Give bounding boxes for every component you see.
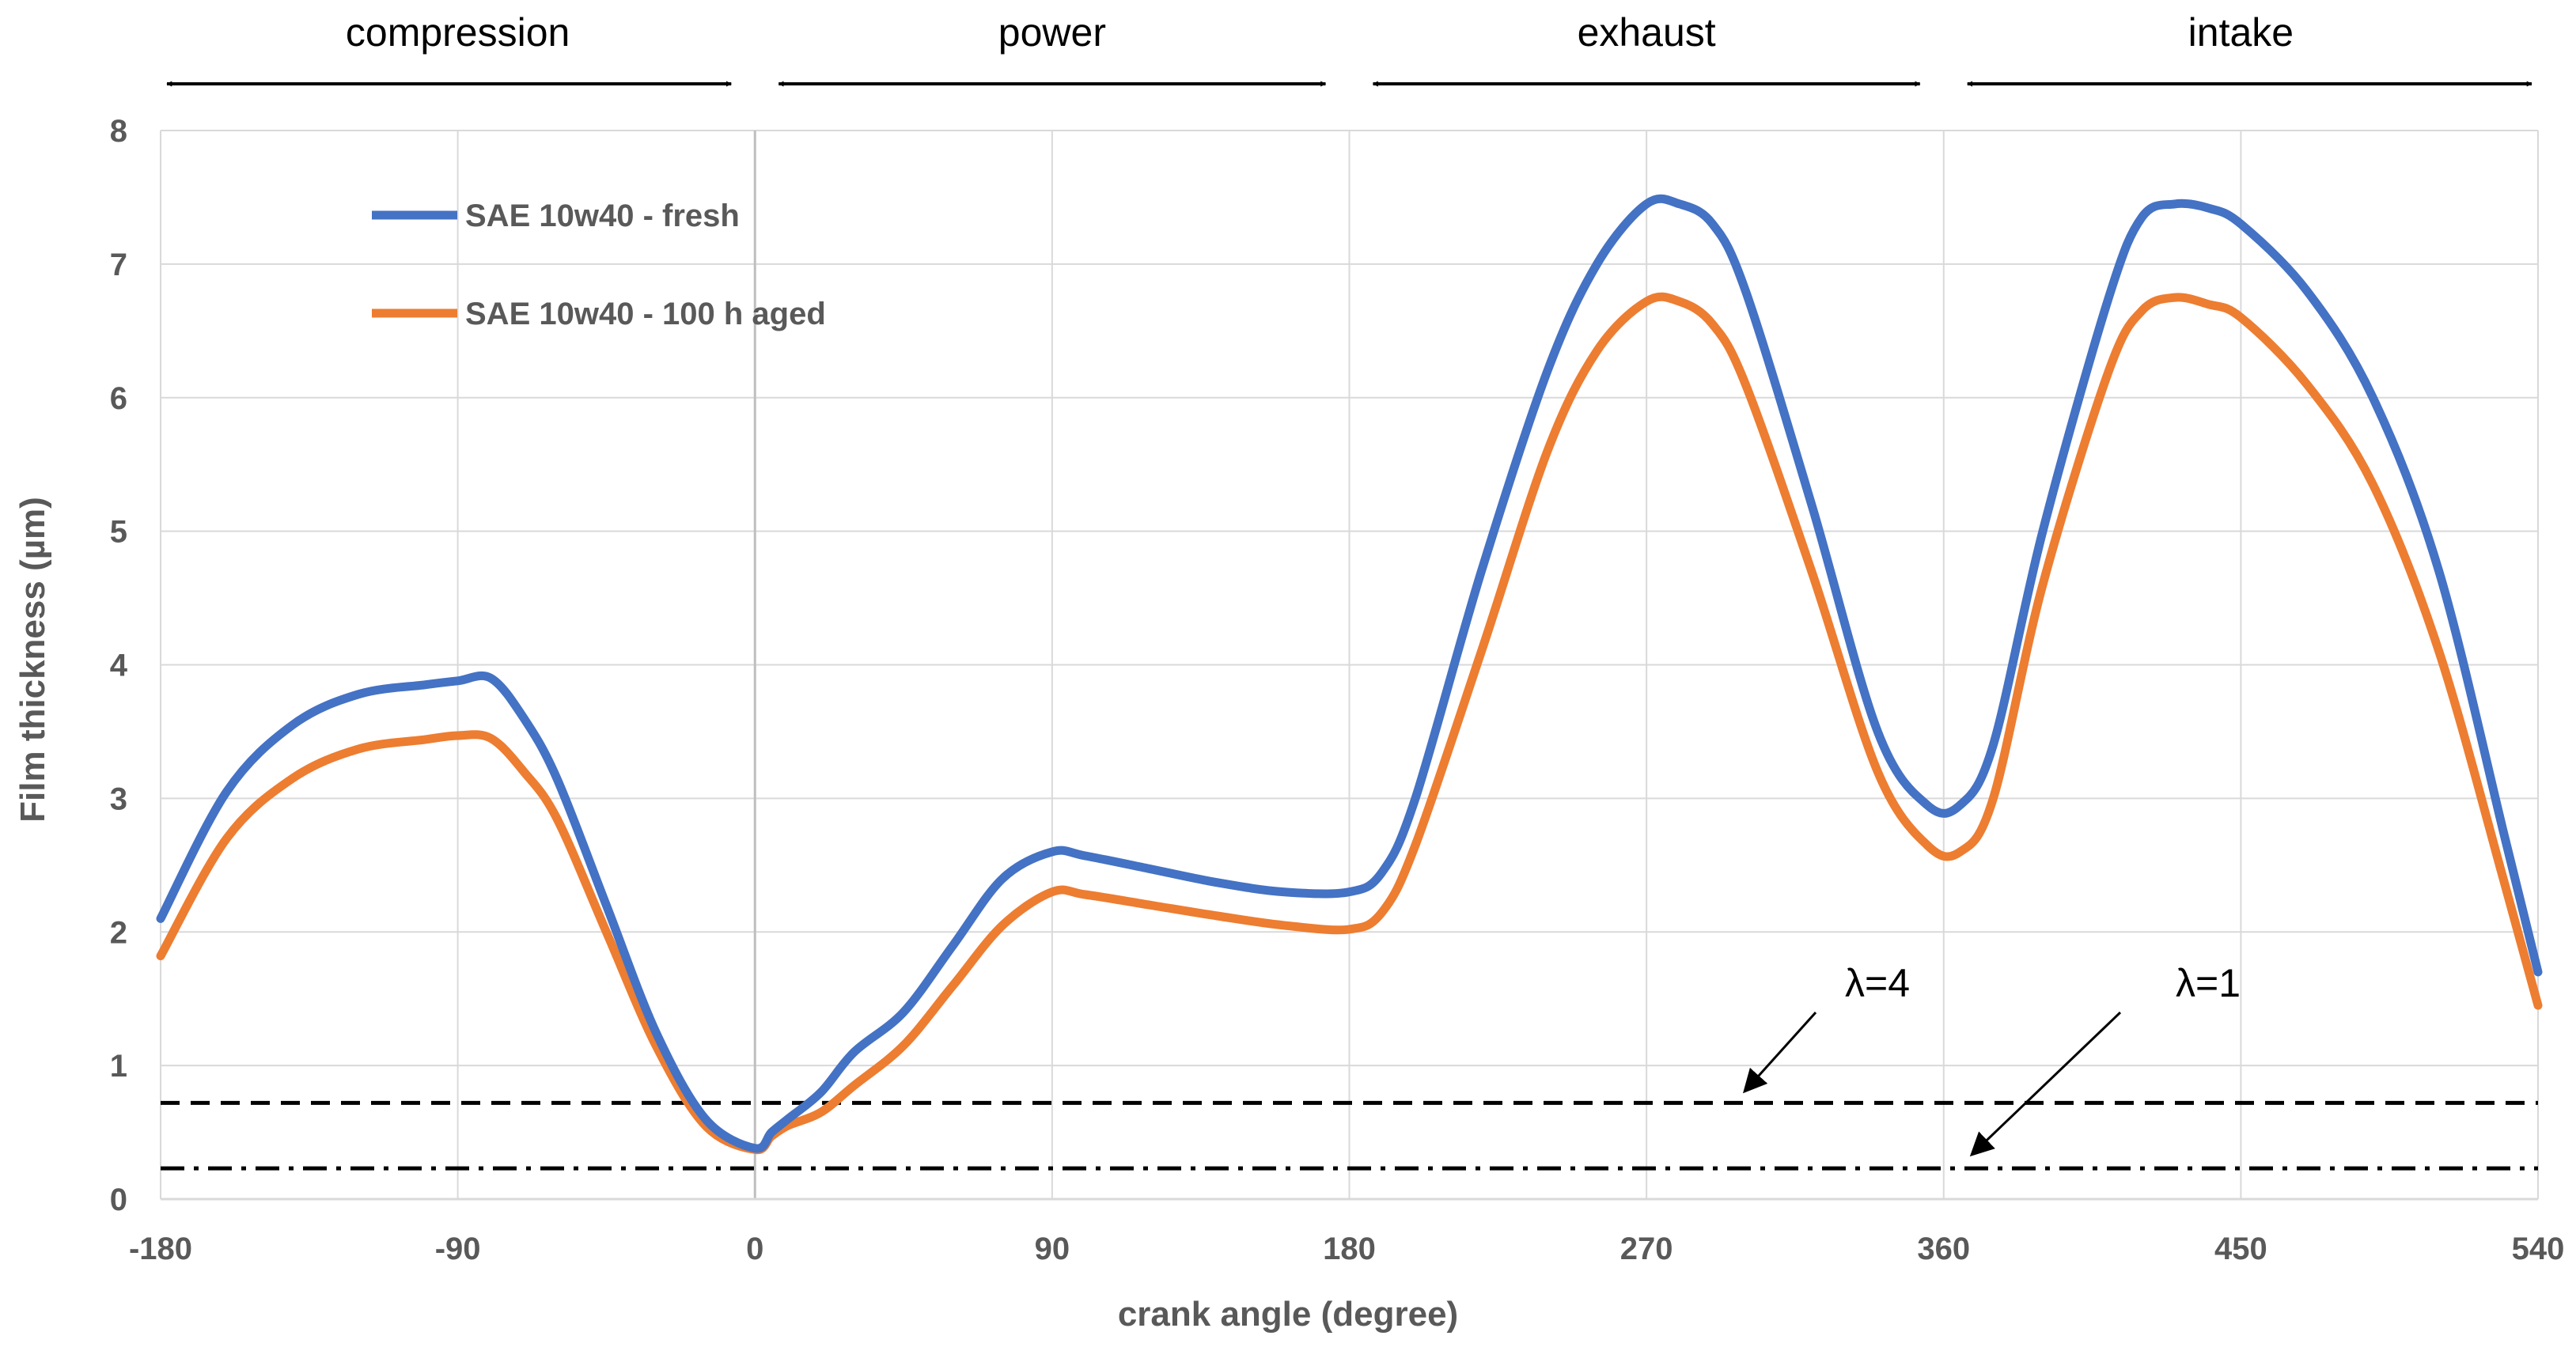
y-tick-label: 5 (110, 515, 127, 550)
lambda-label: λ=1 (2176, 961, 2241, 1005)
phase-label: compression (346, 10, 570, 55)
y-tick-label: 3 (110, 781, 127, 816)
legend-label: SAE 10w40 - 100 h aged (465, 297, 826, 331)
y-axis-title: Film thickness (µm) (13, 497, 52, 823)
x-tick-label: 90 (1035, 1232, 1070, 1266)
lambda-arrow (1969, 1011, 2122, 1157)
x-tick-label: -180 (129, 1232, 192, 1266)
y-tick-label: 7 (110, 248, 127, 282)
x-tick-label: 270 (1620, 1232, 1673, 1266)
reference-lines (161, 1100, 2538, 1171)
x-tick-label: 360 (1917, 1232, 1970, 1266)
x-tick-label: -90 (435, 1232, 481, 1266)
axes: 0 1 2 3 4 5 6 7 8 -180 -90 0 90 180 270 360 450 540 (110, 114, 2565, 1266)
x-tick-label: 450 (2214, 1232, 2267, 1266)
y-tick-label: 0 (110, 1182, 127, 1217)
phase-label: power (998, 10, 1106, 55)
x-tick-label: 180 (1323, 1232, 1376, 1266)
lambda-arrow (1742, 1011, 1817, 1094)
series-line (156, 292, 2543, 1155)
y-tick-label: 2 (110, 915, 127, 950)
y-tick-label: 8 (110, 114, 127, 149)
x-tick-label: 540 (2512, 1232, 2565, 1266)
x-axis-title: crank angle (degree) (1118, 1295, 1458, 1334)
phase-arrows: compression power exhaust intake (166, 10, 2532, 87)
phase-label: intake (2188, 10, 2294, 55)
series-line (156, 194, 2543, 1153)
series (156, 194, 2543, 1155)
legend: SAE 10w40 - fresh SAE 10w40 - 100 h aged (372, 199, 826, 331)
phase-label: exhaust (1578, 10, 1716, 55)
annotations: λ=4 λ=1 (1742, 961, 2241, 1157)
y-tick-label: 6 (110, 381, 127, 416)
x-tick-label: 0 (746, 1232, 763, 1266)
y-tick-label: 4 (110, 649, 128, 683)
grid (160, 130, 2539, 1199)
y-tick-label: 1 (110, 1049, 127, 1084)
lambda-label: λ=4 (1845, 961, 1910, 1005)
legend-label: SAE 10w40 - fresh (465, 199, 740, 233)
